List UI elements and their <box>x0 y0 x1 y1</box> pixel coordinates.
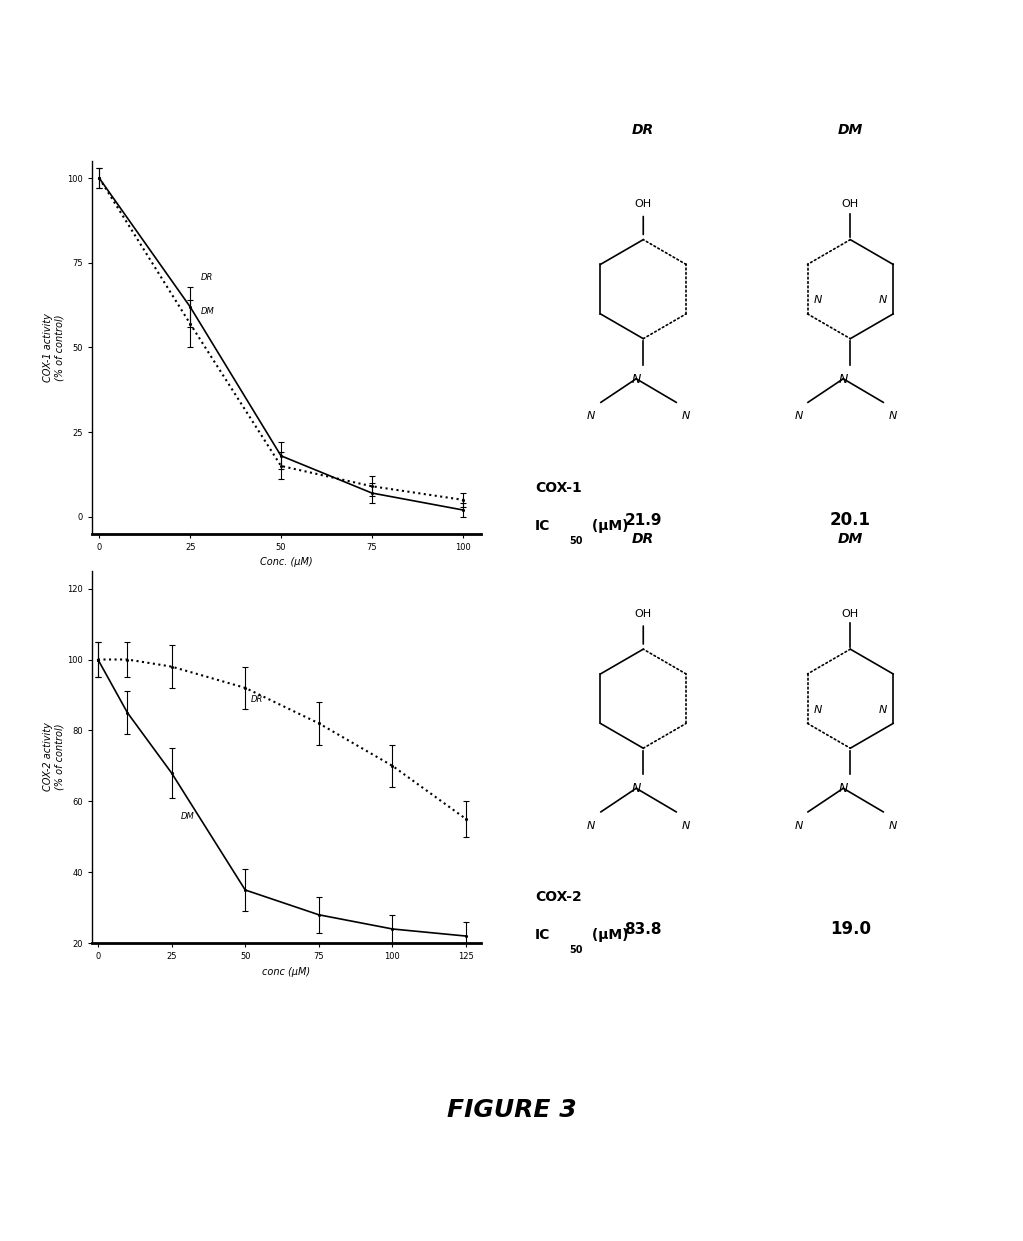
X-axis label: conc (μM): conc (μM) <box>262 967 311 977</box>
Text: DM: DM <box>838 123 863 137</box>
Text: $\mathit{N}$: $\mathit{N}$ <box>812 293 822 305</box>
Text: COX-1: COX-1 <box>535 482 582 495</box>
Text: $\mathit{N}$: $\mathit{N}$ <box>680 819 691 831</box>
Text: OH: OH <box>842 199 859 208</box>
Y-axis label: COX-2 activity
(% of control): COX-2 activity (% of control) <box>43 722 64 792</box>
Text: IC: IC <box>535 519 550 532</box>
Text: DR: DR <box>251 695 264 704</box>
Text: DM: DM <box>180 812 194 822</box>
Text: FIGURE 3: FIGURE 3 <box>447 1098 576 1122</box>
Text: 83.8: 83.8 <box>624 922 662 937</box>
Text: $\mathit{N}$: $\mathit{N}$ <box>794 410 804 422</box>
Text: OH: OH <box>842 608 859 618</box>
Text: 21.9: 21.9 <box>624 513 662 527</box>
Text: $\mathit{N}$: $\mathit{N}$ <box>878 293 888 305</box>
Text: 50: 50 <box>569 536 582 546</box>
Text: 20.1: 20.1 <box>830 511 871 529</box>
Text: 50: 50 <box>569 946 582 956</box>
Y-axis label: COX-1 activity
(% of control): COX-1 activity (% of control) <box>43 313 64 382</box>
Text: $\mathit{N}$: $\mathit{N}$ <box>812 702 822 715</box>
Text: $\mathit{N}$: $\mathit{N}$ <box>838 782 849 795</box>
Text: OH: OH <box>634 608 652 618</box>
Text: IC: IC <box>535 928 550 942</box>
Text: 19.0: 19.0 <box>830 921 871 938</box>
Text: $\mathit{N}$: $\mathit{N}$ <box>838 372 849 386</box>
Text: COX-2: COX-2 <box>535 891 582 905</box>
X-axis label: Conc. (μM): Conc. (μM) <box>260 557 313 567</box>
Text: (μM): (μM) <box>587 519 628 532</box>
Text: DR: DR <box>202 273 214 282</box>
Text: $\mathit{N}$: $\mathit{N}$ <box>794 819 804 831</box>
Text: $\mathit{N}$: $\mathit{N}$ <box>888 819 898 831</box>
Text: OH: OH <box>634 199 652 208</box>
Text: $\mathit{N}$: $\mathit{N}$ <box>680 410 691 422</box>
Text: $\mathit{N}$: $\mathit{N}$ <box>586 410 596 422</box>
Text: $\mathit{N}$: $\mathit{N}$ <box>586 819 596 831</box>
Text: (μM): (μM) <box>587 928 628 942</box>
Text: $\mathit{N}$: $\mathit{N}$ <box>631 372 641 386</box>
Text: $\mathit{N}$: $\mathit{N}$ <box>631 782 641 795</box>
Text: DR: DR <box>632 532 655 546</box>
Text: $\mathit{N}$: $\mathit{N}$ <box>878 702 888 715</box>
Text: DM: DM <box>202 307 215 315</box>
Text: $\mathit{N}$: $\mathit{N}$ <box>888 410 898 422</box>
Text: DM: DM <box>838 532 863 546</box>
Text: DR: DR <box>632 123 655 137</box>
